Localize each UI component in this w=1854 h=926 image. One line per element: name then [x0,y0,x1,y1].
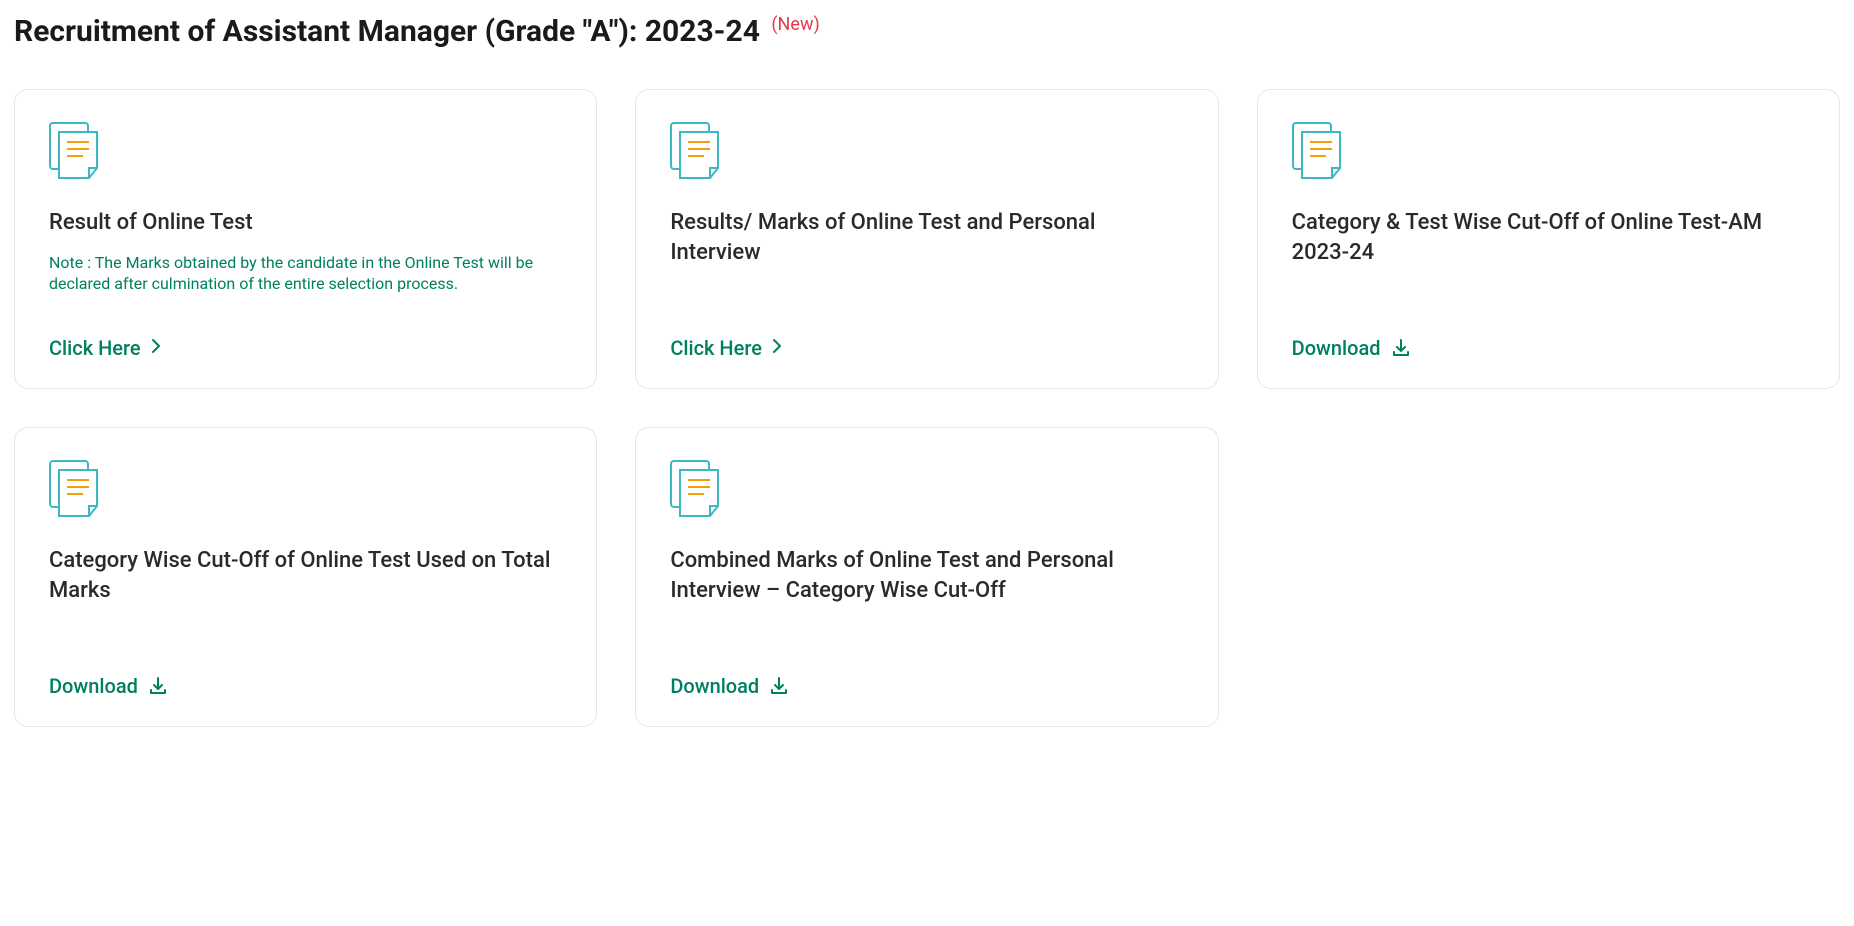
card-results-marks-interview: Results/ Marks of Online Test and Person… [635,89,1218,389]
card-category-cutoff-total: Category Wise Cut-Off of Online Test Use… [14,427,597,727]
page-title: Recruitment of Assistant Manager (Grade … [14,14,1840,49]
card-category-test-cutoff: Category & Test Wise Cut-Off of Online T… [1257,89,1840,389]
card-title: Category & Test Wise Cut-Off of Online T… [1292,208,1805,267]
card-combined-marks-cutoff: Combined Marks of Online Test and Person… [635,427,1218,727]
page-title-text: Recruitment of Assistant Manager (Grade … [14,14,760,49]
action-label: Download [1292,336,1381,360]
card-note: Note : The Marks obtained by the candida… [49,252,562,295]
new-badge: (New) [771,14,819,35]
action-label: Click Here [49,336,141,360]
action-label: Download [49,674,138,698]
chevron-right-icon [151,338,161,358]
download-icon [1391,338,1411,358]
document-icon [49,460,562,522]
click-here-link[interactable]: Click Here [670,336,1183,360]
card-title: Results/ Marks of Online Test and Person… [670,208,1183,267]
cards-grid: Result of Online Test Note : The Marks o… [14,89,1840,727]
download-link[interactable]: Download [1292,336,1805,360]
click-here-link[interactable]: Click Here [49,336,562,360]
card-result-online-test: Result of Online Test Note : The Marks o… [14,89,597,389]
download-link[interactable]: Download [49,674,562,698]
document-icon [670,122,1183,184]
document-icon [49,122,562,184]
action-label: Download [670,674,759,698]
download-icon [769,676,789,696]
download-link[interactable]: Download [670,674,1183,698]
chevron-right-icon [772,338,782,358]
document-icon [1292,122,1805,184]
card-title: Category Wise Cut-Off of Online Test Use… [49,546,562,605]
download-icon [148,676,168,696]
card-title: Combined Marks of Online Test and Person… [670,546,1183,605]
card-title: Result of Online Test [49,208,562,238]
action-label: Click Here [670,336,762,360]
document-icon [670,460,1183,522]
